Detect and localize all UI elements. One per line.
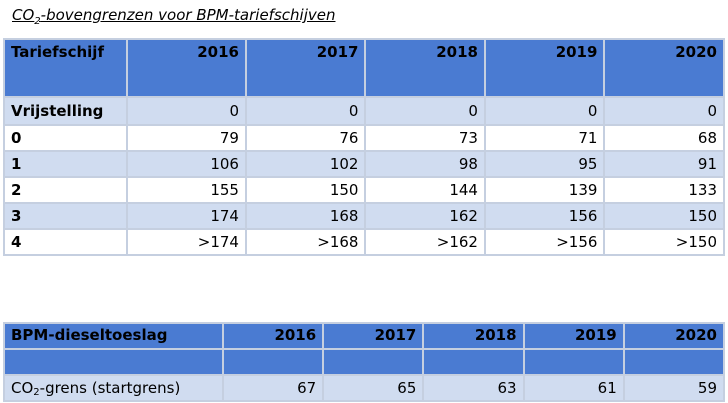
empty-cell xyxy=(322,348,425,376)
empty-cell xyxy=(221,348,325,376)
table-cell: 0 xyxy=(483,96,606,126)
table-row: 0 79 76 73 71 68 xyxy=(3,124,725,152)
header-cell: 2019 xyxy=(483,38,606,98)
table-cell: 144 xyxy=(364,176,486,204)
table-cell: 168 xyxy=(244,202,367,230)
header-cell: 2016 xyxy=(221,322,325,350)
label-prefix: CO xyxy=(11,378,34,397)
table-header-row: BPM-dieseltoeslag 2016 2017 2018 2019 20… xyxy=(3,322,726,350)
header-cell: 2020 xyxy=(622,322,726,350)
table-cell: 65 xyxy=(322,374,425,402)
table-cell: 91 xyxy=(603,150,725,178)
header-cell: 2017 xyxy=(322,322,425,350)
table-cell: 95 xyxy=(483,150,606,178)
table-cell: 174 xyxy=(125,202,247,230)
table-cell: >168 xyxy=(244,228,367,256)
title-prefix: CO xyxy=(12,6,35,24)
table-cell: >174 xyxy=(125,228,247,256)
table-cell: 150 xyxy=(244,176,367,204)
label-suffix: -grens (startgrens) xyxy=(39,378,181,397)
row-label: 4 xyxy=(3,228,128,256)
table-cell: 71 xyxy=(483,124,606,152)
table-row: CO2-grens (startgrens) 67 65 63 61 59 xyxy=(3,374,726,402)
table-cell: 73 xyxy=(364,124,486,152)
header-cell: 2020 xyxy=(603,38,725,98)
document-title: CO2-bovengrenzen voor BPM-tariefschijven xyxy=(12,6,335,27)
row-label: CO2-grens (startgrens) xyxy=(3,374,224,402)
table-cell: 0 xyxy=(244,96,367,126)
empty-cell xyxy=(3,348,224,376)
table-cell: 0 xyxy=(364,96,486,126)
table-row: 1 106 102 98 95 91 xyxy=(3,150,725,178)
tariff-brackets-table: Tariefschijf 2016 2017 2018 2019 2020 Vr… xyxy=(3,38,725,256)
table-cell: 63 xyxy=(422,374,525,402)
table-row: 4 >174 >168 >162 >156 >150 xyxy=(3,228,725,256)
header-cell: 2018 xyxy=(422,322,525,350)
header-cell: 2018 xyxy=(364,38,486,98)
table-cell: 139 xyxy=(483,176,606,204)
row-label: Vrijstelling xyxy=(3,96,128,126)
title-subscript: 2 xyxy=(34,16,41,27)
header-cell: 2019 xyxy=(522,322,625,350)
table-cell: 0 xyxy=(603,96,725,126)
table-row: 3 174 168 162 156 150 xyxy=(3,202,725,230)
empty-cell xyxy=(522,348,625,376)
table-header-row: Tariefschijf 2016 2017 2018 2019 2020 xyxy=(3,38,725,98)
table-cell: 0 xyxy=(125,96,247,126)
table-row: Vrijstelling 0 0 0 0 0 xyxy=(3,96,725,126)
table-cell: 59 xyxy=(622,374,726,402)
table-cell: 79 xyxy=(125,124,247,152)
table-cell: 102 xyxy=(244,150,367,178)
header-band-row xyxy=(3,348,726,376)
table-cell: >156 xyxy=(483,228,606,256)
row-label: 3 xyxy=(3,202,128,230)
table-cell: 106 xyxy=(125,150,247,178)
table-cell: >162 xyxy=(364,228,486,256)
diesel-surcharge-table: BPM-dieseltoeslag 2016 2017 2018 2019 20… xyxy=(3,322,726,402)
header-cell: BPM-dieseltoeslag xyxy=(3,322,224,350)
table-cell: 133 xyxy=(603,176,725,204)
row-label: 2 xyxy=(3,176,128,204)
table-cell: 67 xyxy=(221,374,325,402)
row-label: 1 xyxy=(3,150,128,178)
table-cell: 150 xyxy=(603,202,725,230)
table-row: 2 155 150 144 139 133 xyxy=(3,176,725,204)
empty-cell xyxy=(422,348,525,376)
table-cell: 155 xyxy=(125,176,247,204)
table-cell: 68 xyxy=(603,124,725,152)
label-subscript: 2 xyxy=(33,386,40,398)
table-cell: 61 xyxy=(522,374,625,402)
row-label: 0 xyxy=(3,124,128,152)
table-cell: >150 xyxy=(603,228,725,256)
table-cell: 76 xyxy=(244,124,367,152)
header-cell: Tariefschijf xyxy=(3,38,128,98)
table-cell: 98 xyxy=(364,150,486,178)
header-cell: 2017 xyxy=(244,38,367,98)
title-suffix: -bovengrenzen voor BPM-tariefschijven xyxy=(40,6,336,24)
table-cell: 156 xyxy=(483,202,606,230)
empty-cell xyxy=(622,348,726,376)
table-cell: 162 xyxy=(364,202,486,230)
header-cell: 2016 xyxy=(125,38,247,98)
